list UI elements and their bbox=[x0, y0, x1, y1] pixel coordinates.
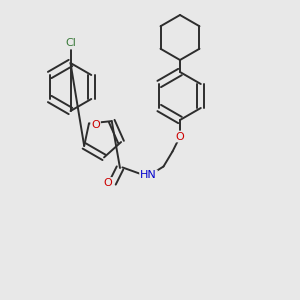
Text: O: O bbox=[91, 120, 100, 130]
Text: O: O bbox=[176, 131, 184, 142]
Text: O: O bbox=[103, 178, 112, 188]
Text: HN: HN bbox=[140, 170, 157, 181]
Text: Cl: Cl bbox=[65, 38, 76, 49]
